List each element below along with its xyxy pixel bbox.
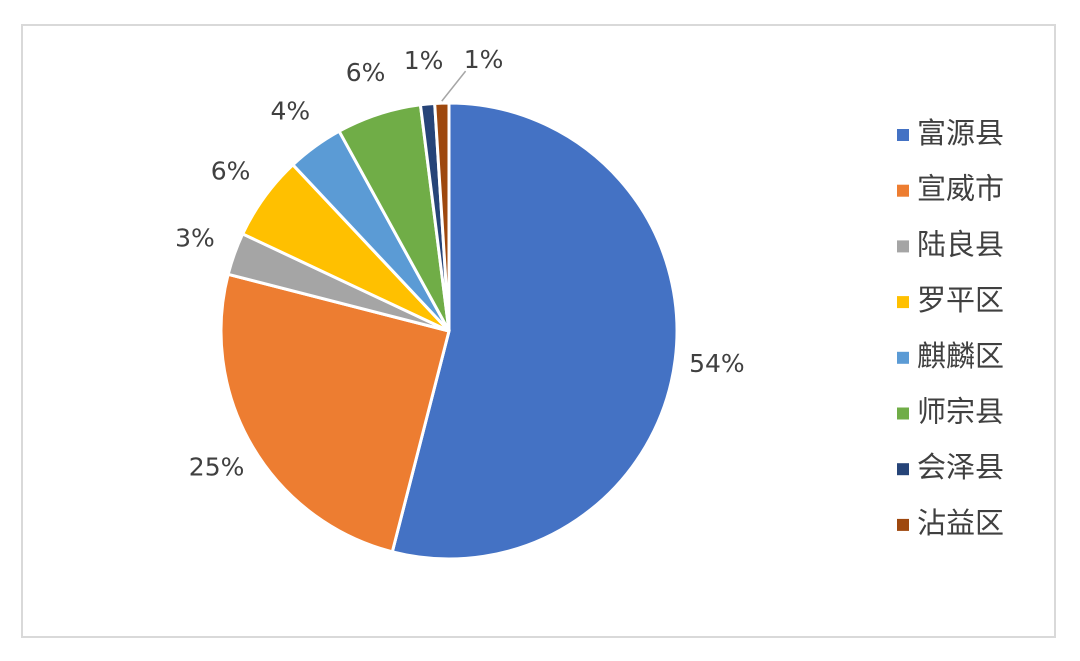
- leader-line: [441, 70, 467, 102]
- data-label: 1%: [404, 46, 444, 75]
- legend-swatch: [897, 184, 909, 197]
- data-label: 6%: [211, 156, 251, 185]
- legend-label: 陆良县: [917, 227, 1004, 261]
- legend-swatch: [897, 351, 909, 364]
- pie-slice: [390, 101, 679, 561]
- legend-swatch: [897, 407, 909, 420]
- legend-label: 富源县: [917, 116, 1004, 150]
- legend-label: 罗平区: [917, 283, 1004, 317]
- data-label: 3%: [175, 224, 215, 253]
- legend-label: 师宗县: [917, 395, 1004, 429]
- legend-label: 会泽县: [917, 450, 1004, 484]
- legend-swatch: [897, 240, 909, 253]
- data-label: 54%: [689, 349, 745, 378]
- legend-swatch: [897, 518, 909, 531]
- pie-slice: [219, 272, 451, 554]
- legend-swatch: [897, 463, 909, 476]
- legend-swatch: [897, 129, 909, 141]
- legend-swatch: [897, 296, 909, 309]
- legend-label: 麒麟区: [917, 339, 1004, 373]
- data-label: 25%: [189, 452, 245, 481]
- pie-slice: [433, 101, 451, 332]
- data-label: 4%: [270, 97, 310, 126]
- data-label: 6%: [346, 58, 386, 87]
- data-label: 1%: [464, 45, 504, 74]
- legend-label: 沾益区: [917, 506, 1004, 540]
- legend-label: 宣威市: [917, 172, 1004, 206]
